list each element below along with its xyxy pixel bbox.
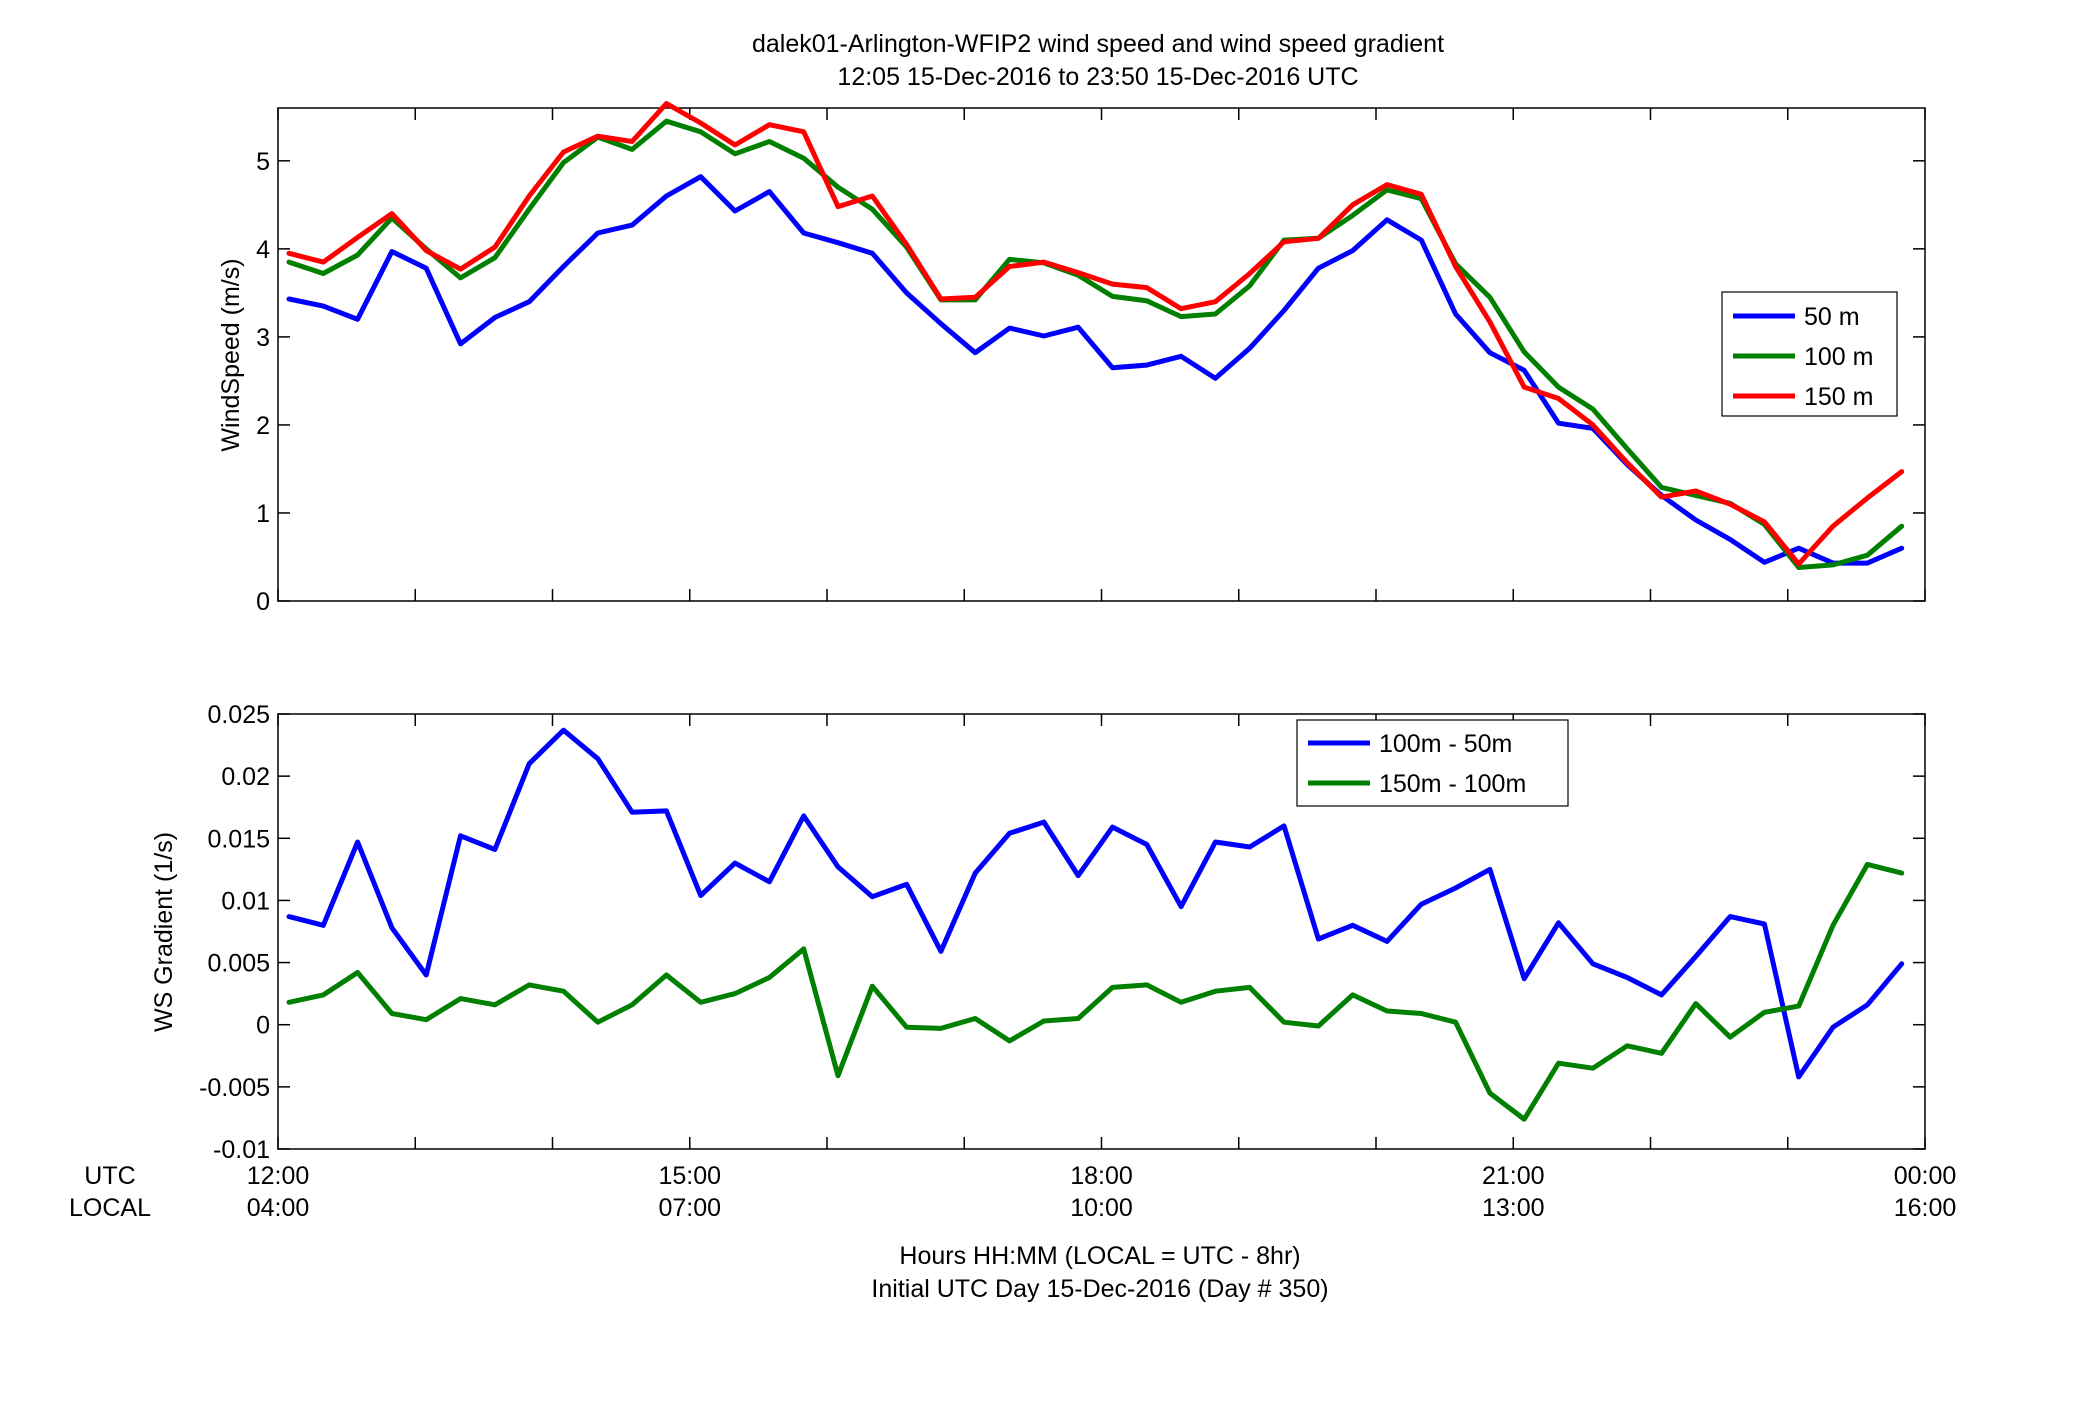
gradient-panel: -0.01 -0.005 0 0.005 0.01 0.015 0.02 0.025 WS G… [150,701,1926,1164]
windspeed-y-tick-label: 4 [256,236,270,264]
x-tick-label-local: 04:00 [247,1194,310,1222]
gradient-series-line-100m-50m [286,727,1905,1080]
x-tick-label-local: 07:00 [658,1194,721,1222]
gradient-y-tick-label: -0.005 [199,1074,270,1102]
gradient-legend-box [1296,719,1569,807]
gradient-y-tick-label: 0.02 [221,763,270,791]
gradient-y-tick-label: 0.005 [207,950,270,978]
gradient-y-tick-label: -0.01 [213,1136,270,1164]
legend-label-150m: 150 m [1804,383,1873,411]
x-tick-label-utc: 18:00 [1070,1162,1133,1190]
x-tick-label-utc: 12:00 [247,1162,310,1190]
x-tick-label-local: 10:00 [1070,1194,1133,1222]
gradient-y-tick-label: 0.01 [221,887,270,915]
row-label-utc: UTC [84,1162,135,1190]
x-tick-label-local: 13:00 [1482,1194,1545,1222]
legend-label-150m-100m: 150m - 100m [1379,770,1526,798]
windspeed-series-lines [286,101,1905,570]
legend-label-50m: 50 m [1804,303,1860,331]
windspeed-panel: 0 1 2 3 4 5 WindSpeed (m/s) 50 m 100 m 150 m [217,101,1926,616]
gradient-plot-frame [277,713,1926,1150]
x-tick-label-utc: 21:00 [1482,1162,1545,1190]
x-tick-label-utc: 15:00 [658,1162,721,1190]
windspeed-series-line-100-m [286,118,1905,570]
x-axis-label-line1: Hours HH:MM (LOCAL = UTC - 8hr) [899,1242,1300,1270]
x-tick-labels: 12:00 04:00 15:00 07:00 18:00 10:00 21:00 13:00… [247,1162,1957,1222]
windspeed-y-tick-label: 1 [256,500,270,528]
x-tick-label-utc: 00:00 [1894,1162,1957,1190]
legend-label-100m-50m: 100m - 50m [1379,730,1512,758]
x-tick-label-local: 16:00 [1894,1194,1957,1222]
chart-title-line1: dalek01-Arlington-WFIP2 wind speed and w… [752,30,1444,58]
windspeed-x-axis [277,108,1926,601]
x-axis-label-line2: Initial UTC Day 15-Dec-2016 (Day # 350) [871,1275,1328,1303]
gradient-y-axis-label: WS Gradient (1/s) [150,832,178,1032]
gradient-y-tick-label: 0.015 [207,825,270,853]
windspeed-y-tick-label: 3 [256,324,270,352]
windspeed-y-tick-label: 0 [256,588,270,616]
windspeed-series-line-150-m [286,101,1905,567]
gradient-series-lines [286,727,1905,1122]
windspeed-y-tick-label: 2 [256,412,270,440]
gradient-series-line-150m-100m [286,861,1905,1122]
legend-label-100m: 100 m [1804,343,1873,371]
chart-title-line2: 12:05 15-Dec-2016 to 23:50 15-Dec-2016 U… [837,63,1358,91]
windspeed-y-tick-label: 5 [256,148,270,176]
windspeed-y-axis-label: WindSpeed (m/s) [217,258,245,451]
windspeed-y-axis: 0 1 2 3 4 5 [256,148,1925,616]
gradient-y-tick-label: 0 [256,1012,270,1040]
gradient-y-tick-label: 0.025 [207,701,270,729]
gradient-y-axis: -0.01 -0.005 0 0.005 0.01 0.015 0.02 0.025 [199,701,1925,1164]
windspeed-legend: 50 m 100 m 150 m [1721,291,1898,417]
gradient-legend: 100m - 50m 150m - 100m [1296,719,1569,807]
row-label-local: LOCAL [69,1194,151,1222]
